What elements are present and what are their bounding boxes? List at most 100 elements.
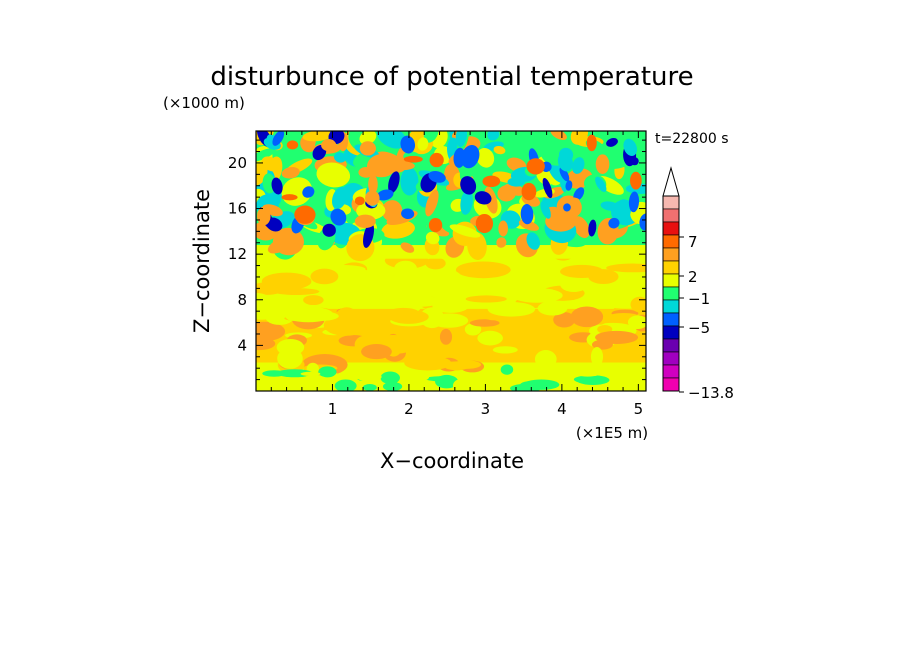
- field-blob: [404, 355, 452, 371]
- field-blob: [452, 360, 482, 369]
- colorbar-swatch: [662, 247, 680, 262]
- field-blob: [630, 157, 639, 166]
- colorbar-extend-arrow: [662, 166, 680, 197]
- field-blob: [333, 152, 347, 163]
- field-blob: [623, 138, 638, 157]
- field-blob: [343, 285, 363, 294]
- field-blob: [425, 257, 446, 270]
- field-blob: [256, 293, 272, 309]
- field-blob: [429, 313, 469, 328]
- field-blob: [588, 219, 597, 237]
- colorbar-swatch: [662, 195, 680, 210]
- field-blob: [417, 137, 429, 151]
- field-blob: [518, 317, 545, 326]
- field-blob: [526, 232, 540, 250]
- y-tick-label: 4: [237, 336, 247, 354]
- colorbar-swatch: [662, 286, 680, 301]
- field-blob: [381, 200, 403, 222]
- field-blob: [303, 295, 324, 306]
- field-blob: [493, 145, 506, 155]
- field-blob: [367, 153, 397, 178]
- field-blob: [288, 388, 321, 391]
- field-blob: [542, 177, 553, 199]
- field-blob: [496, 237, 507, 248]
- field-blob: [440, 270, 463, 288]
- field-blob: [453, 329, 471, 350]
- field-blob: [455, 261, 511, 279]
- field-blob: [526, 158, 545, 175]
- field-blob: [497, 184, 517, 202]
- field-blob: [558, 147, 574, 162]
- field-blob: [400, 135, 416, 154]
- field-blob: [322, 223, 336, 237]
- field-blob: [363, 222, 375, 248]
- field-blob: [318, 366, 337, 378]
- field-blob: [595, 154, 610, 174]
- field-blob: [464, 323, 482, 336]
- field-blob: [435, 374, 459, 389]
- field-blob: [362, 383, 377, 391]
- axis-ticks: [256, 131, 646, 391]
- field-blob: [429, 152, 444, 168]
- colorbar-swatch: [662, 234, 680, 249]
- field-blob: [534, 350, 557, 369]
- field-blob: [425, 231, 440, 245]
- field-blob: [537, 301, 568, 316]
- field-blob: [400, 242, 415, 253]
- field-blob: [361, 344, 392, 360]
- field-blob: [563, 197, 580, 204]
- field-blob: [381, 220, 415, 239]
- field-blob: [428, 218, 443, 233]
- field-blob: [469, 319, 500, 327]
- field-blob: [400, 167, 419, 196]
- field-blob: [595, 176, 607, 192]
- field-blob: [439, 328, 453, 345]
- field-blob: [256, 307, 277, 320]
- field-blob: [563, 203, 571, 212]
- field-blob: [572, 216, 590, 239]
- field-blob: [573, 187, 585, 201]
- plot-frame: [255, 130, 647, 392]
- field-blob: [406, 383, 433, 391]
- field-blob: [598, 382, 629, 391]
- field-blob: [261, 272, 312, 291]
- field-blob: [425, 189, 439, 217]
- time-label: t=22800 s: [655, 131, 729, 147]
- field-blob: [300, 371, 321, 376]
- field-blob: [559, 276, 588, 293]
- field-blob: [266, 217, 283, 232]
- field-blob: [256, 321, 286, 342]
- field-blob: [366, 311, 411, 320]
- field-blob: [586, 134, 597, 152]
- field-blob: [460, 144, 480, 169]
- x-tick-label: 5: [634, 400, 644, 418]
- field-blob: [349, 315, 384, 330]
- colorbar-label: 7: [688, 233, 698, 251]
- field-blob: [476, 148, 495, 168]
- field-blob: [545, 210, 577, 232]
- field-blob: [358, 167, 374, 178]
- field-blob: [330, 208, 347, 226]
- colorbar-swatch: [662, 312, 680, 327]
- field-blob: [374, 270, 414, 286]
- field-blob: [521, 182, 537, 201]
- field-blob: [356, 372, 382, 382]
- field-blob: [354, 196, 365, 206]
- field-blob: [302, 131, 333, 142]
- colorbar-swatch: [662, 260, 680, 275]
- field-blob: [560, 264, 604, 279]
- x-tick-label: 2: [404, 400, 414, 418]
- field-blob: [482, 175, 501, 188]
- x-tick-label: 4: [557, 400, 567, 418]
- field-blob: [570, 306, 604, 328]
- field-blob: [630, 296, 646, 313]
- colorbar-swatch: [662, 338, 680, 353]
- field-blob: [403, 155, 423, 163]
- field-blob: [256, 148, 276, 162]
- field-blob: [257, 206, 271, 226]
- field-blob: [540, 201, 551, 219]
- field-blob: [412, 372, 430, 382]
- field-blob: [571, 364, 604, 377]
- field-blob: [302, 186, 315, 198]
- field-blob: [350, 366, 374, 372]
